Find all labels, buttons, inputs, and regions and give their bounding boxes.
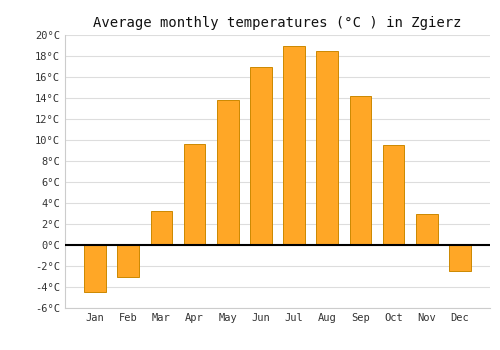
Bar <box>449 245 470 271</box>
Title: Average monthly temperatures (°C ) in Zgierz: Average monthly temperatures (°C ) in Zg… <box>93 16 462 30</box>
Bar <box>316 51 338 245</box>
Bar <box>118 245 139 276</box>
Bar <box>217 100 238 245</box>
Bar <box>184 144 206 245</box>
Bar <box>383 145 404 245</box>
Bar <box>84 245 106 292</box>
Bar <box>284 46 305 245</box>
Bar <box>416 214 438 245</box>
Bar <box>150 211 172 245</box>
Bar <box>250 66 272 245</box>
Bar <box>350 96 371 245</box>
